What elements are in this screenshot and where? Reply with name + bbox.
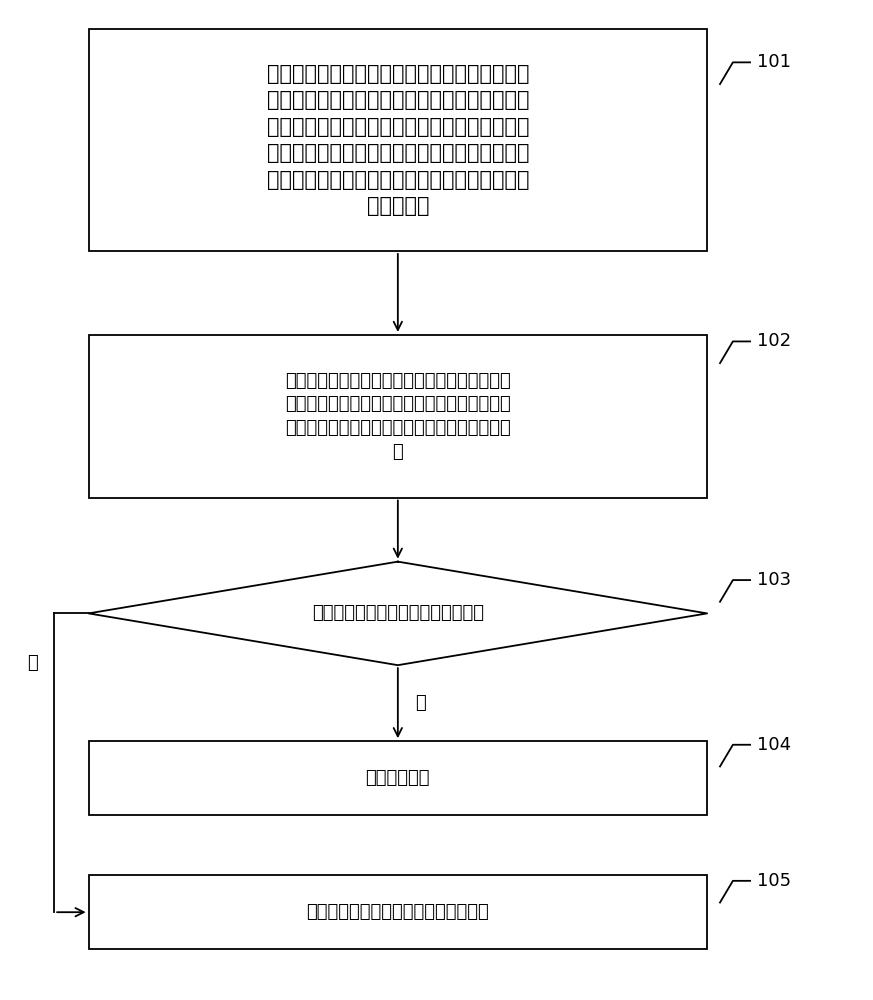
Text: 105: 105 [757,872,791,890]
Text: 根据故障受端换流器的信息，结合预设的系统拓
扑结构，计算第二延时值，第二延时值为根据故
障受端换流器与送端换流站的通信延时计算得到
的: 根据故障受端换流器的信息，结合预设的系统拓 扑结构，计算第二延时值，第二延时值为… [285,372,511,461]
Text: 是: 是 [415,694,426,712]
Bar [88,335,707,498]
Text: 104: 104 [757,736,791,754]
Bar [88,875,707,949]
Text: 否: 否 [27,654,38,672]
Text: 101: 101 [757,53,791,71]
Text: 响应于故障闭锁指令的接收，根据故障闭锁指令
中包含的发送时间节点，计算第一延时值，其中
，故障闭锁指令为当受端换流器发生故障时，由
故障受端换流器发送的故障处理: 响应于故障闭锁指令的接收，根据故障闭锁指令 中包含的发送时间节点，计算第一延时值… [266,64,529,216]
Text: 执行闭锁操作: 执行闭锁操作 [366,769,430,787]
Bar [88,741,707,815]
Text: 判断第一延时值是否大于第二延时值: 判断第一延时值是否大于第二延时值 [312,604,484,622]
Polygon shape [88,562,707,665]
Text: 103: 103 [757,571,791,589]
Bar [88,29,707,251]
Text: 延时第一预置时长后，再执行闭锁操作: 延时第一预置时长后，再执行闭锁操作 [306,903,489,921]
Text: 102: 102 [757,332,791,350]
